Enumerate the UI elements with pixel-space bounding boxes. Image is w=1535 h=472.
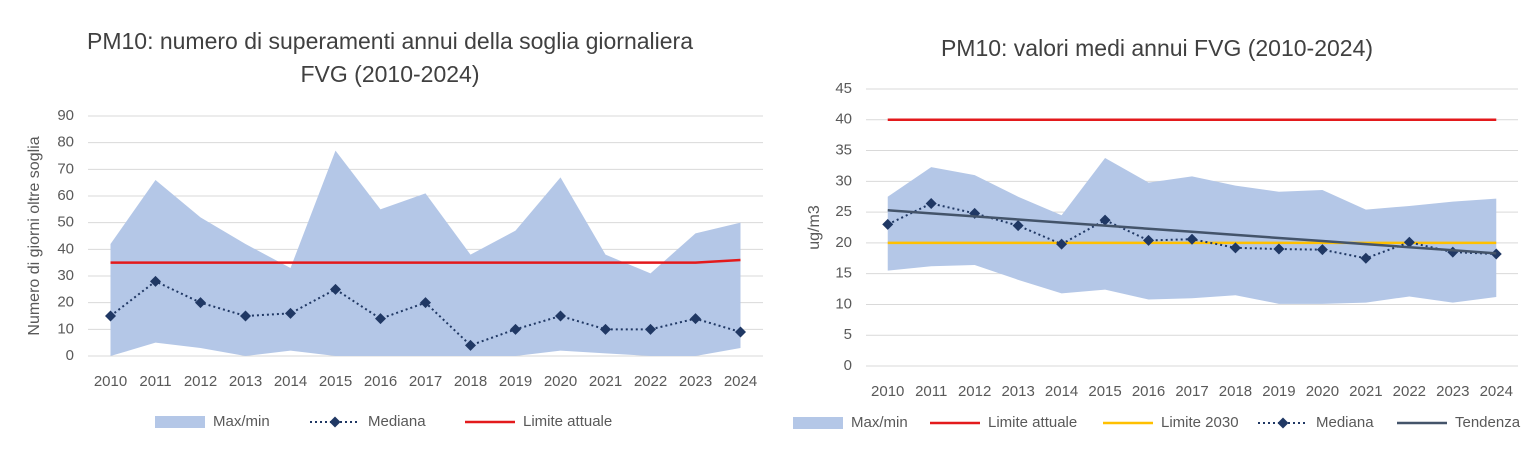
y-axis-label: Numero di giorni oltre soglia (26, 136, 43, 335)
x-tick-label: 2018 (454, 373, 487, 390)
marker (882, 218, 894, 230)
marker (330, 283, 341, 295)
x-tick-label: 2012 (184, 373, 217, 390)
legend-label: Limite attuale (988, 414, 1077, 431)
y-tick-label: 45 (835, 80, 852, 97)
y-tick-label: 15 (835, 265, 852, 282)
marker (1316, 244, 1328, 256)
y-tick-label: 60 (57, 187, 74, 204)
marker (1143, 234, 1155, 246)
x-tick-label: 2016 (364, 373, 397, 390)
x-tick-label: 2017 (409, 373, 442, 390)
y-tick-label: 20 (57, 294, 74, 311)
marker (510, 323, 521, 335)
marker (600, 323, 611, 335)
y-tick-label: 0 (844, 357, 852, 374)
series-line (887, 209, 1497, 255)
legend-swatch (793, 417, 843, 429)
x-tick-label: 2011 (139, 373, 171, 390)
marker (150, 275, 161, 287)
x-tick-label: 2021 (1349, 383, 1382, 400)
area-band (110, 150, 741, 356)
y-tick-label: 80 (57, 134, 74, 151)
marker (1186, 233, 1198, 245)
marker (1490, 248, 1502, 260)
marker (375, 313, 386, 325)
x-tick-label: 2011 (915, 383, 947, 400)
y-tick-label: 35 (835, 142, 852, 159)
legend-label: Max/min (851, 414, 908, 431)
y-tick-label: 10 (57, 320, 74, 337)
y-tick-label: 50 (57, 214, 74, 231)
y-tick-label: 30 (57, 267, 74, 284)
marker (1403, 236, 1415, 248)
marker (1273, 243, 1285, 255)
y-axis-label: ug/m3 (806, 205, 823, 250)
x-tick-label: 2017 (1175, 383, 1208, 400)
marker (420, 297, 431, 309)
x-tick-label: 2021 (589, 373, 622, 390)
marker (105, 310, 116, 322)
legend-marker (329, 416, 341, 428)
x-tick-label: 2024 (1480, 383, 1513, 400)
chart-title: PM10: numero di superamenti annui della … (86, 28, 694, 87)
y-tick-label: 5 (844, 326, 852, 343)
marker (925, 197, 937, 209)
legend-marker (1277, 417, 1289, 429)
x-tick-label: 2014 (1045, 383, 1078, 400)
x-tick-label: 2020 (544, 373, 577, 390)
marker (555, 310, 566, 322)
x-tick-label: 2014 (274, 373, 307, 390)
y-tick-label: 30 (835, 172, 852, 189)
x-tick-label: 2019 (499, 373, 532, 390)
x-tick-label: 2013 (229, 373, 262, 390)
marker (690, 313, 701, 325)
x-tick-label: 2016 (1132, 383, 1165, 400)
legend-label: Mediana (1316, 414, 1374, 431)
x-tick-label: 2024 (724, 373, 757, 390)
x-tick-label: 2022 (634, 373, 667, 390)
x-tick-label: 2015 (319, 373, 352, 390)
x-tick-label: 2010 (871, 383, 904, 400)
y-tick-label: 20 (835, 234, 852, 251)
y-tick-label: 0 (66, 347, 74, 364)
y-tick-label: 25 (835, 203, 852, 220)
x-tick-label: 2010 (94, 373, 127, 390)
marker (195, 297, 206, 309)
legend-label: Limite attuale (523, 413, 612, 430)
legend-label: Tendenza (1455, 414, 1521, 431)
marker (1229, 242, 1241, 254)
x-tick-label: 2012 (958, 383, 991, 400)
x-tick-label: 2019 (1262, 383, 1295, 400)
marker (1012, 220, 1024, 232)
chart-title: PM10: valori medi annui FVG (2010-2024) (940, 35, 1374, 61)
series-line (110, 258, 741, 264)
legend-label: Mediana (368, 413, 426, 430)
marker (1099, 214, 1111, 226)
marker (645, 323, 656, 335)
x-tick-label: 2015 (1088, 383, 1121, 400)
y-tick-label: 90 (57, 107, 74, 124)
marker (240, 310, 251, 322)
y-tick-label: 40 (835, 111, 852, 128)
y-tick-label: 10 (835, 295, 852, 312)
marker (1056, 238, 1068, 250)
x-tick-label: 2013 (1001, 383, 1034, 400)
legend-label: Limite 2030 (1161, 414, 1239, 431)
y-tick-label: 40 (57, 240, 74, 257)
x-tick-label: 2023 (1436, 383, 1469, 400)
marker (735, 326, 746, 338)
legend-swatch (155, 416, 205, 428)
marker (285, 307, 296, 319)
x-tick-label: 2022 (1393, 383, 1426, 400)
legend-label: Max/min (213, 413, 270, 430)
x-tick-label: 2023 (679, 373, 712, 390)
marker (1360, 252, 1372, 264)
y-tick-label: 70 (57, 160, 74, 177)
x-tick-label: 2020 (1306, 383, 1339, 400)
marker (465, 339, 476, 351)
x-tick-label: 2018 (1219, 383, 1252, 400)
